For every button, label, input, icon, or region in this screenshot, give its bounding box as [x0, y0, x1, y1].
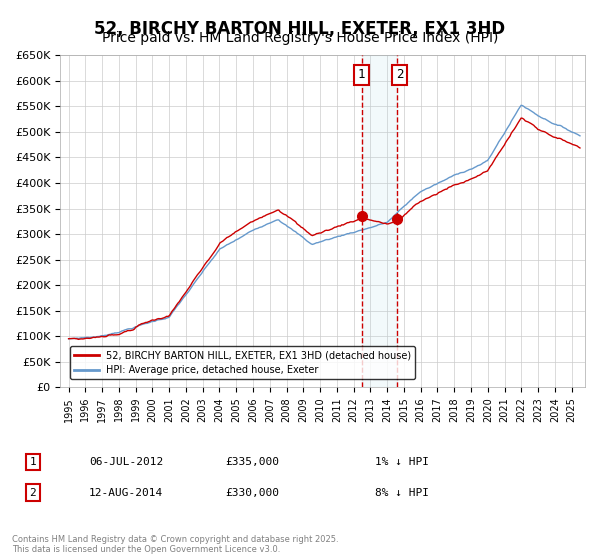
Text: 2: 2 — [396, 68, 403, 81]
Text: 1: 1 — [29, 457, 37, 467]
Text: 06-JUL-2012: 06-JUL-2012 — [89, 457, 163, 467]
Bar — [362, 55, 397, 387]
Text: Price paid vs. HM Land Registry's House Price Index (HPI): Price paid vs. HM Land Registry's House … — [102, 31, 498, 45]
Text: 12-AUG-2014: 12-AUG-2014 — [89, 488, 163, 498]
Text: 1% ↓ HPI: 1% ↓ HPI — [375, 457, 429, 467]
Text: £330,000: £330,000 — [225, 488, 279, 498]
Text: 52, BIRCHY BARTON HILL, EXETER, EX1 3HD: 52, BIRCHY BARTON HILL, EXETER, EX1 3HD — [94, 20, 506, 38]
Text: 1: 1 — [358, 68, 365, 81]
Text: 2: 2 — [29, 488, 37, 498]
Text: £335,000: £335,000 — [225, 457, 279, 467]
Text: 8% ↓ HPI: 8% ↓ HPI — [375, 488, 429, 498]
Legend: 52, BIRCHY BARTON HILL, EXETER, EX1 3HD (detached house), HPI: Average price, de: 52, BIRCHY BARTON HILL, EXETER, EX1 3HD … — [70, 347, 415, 379]
Text: Contains HM Land Registry data © Crown copyright and database right 2025.
This d: Contains HM Land Registry data © Crown c… — [12, 535, 338, 554]
